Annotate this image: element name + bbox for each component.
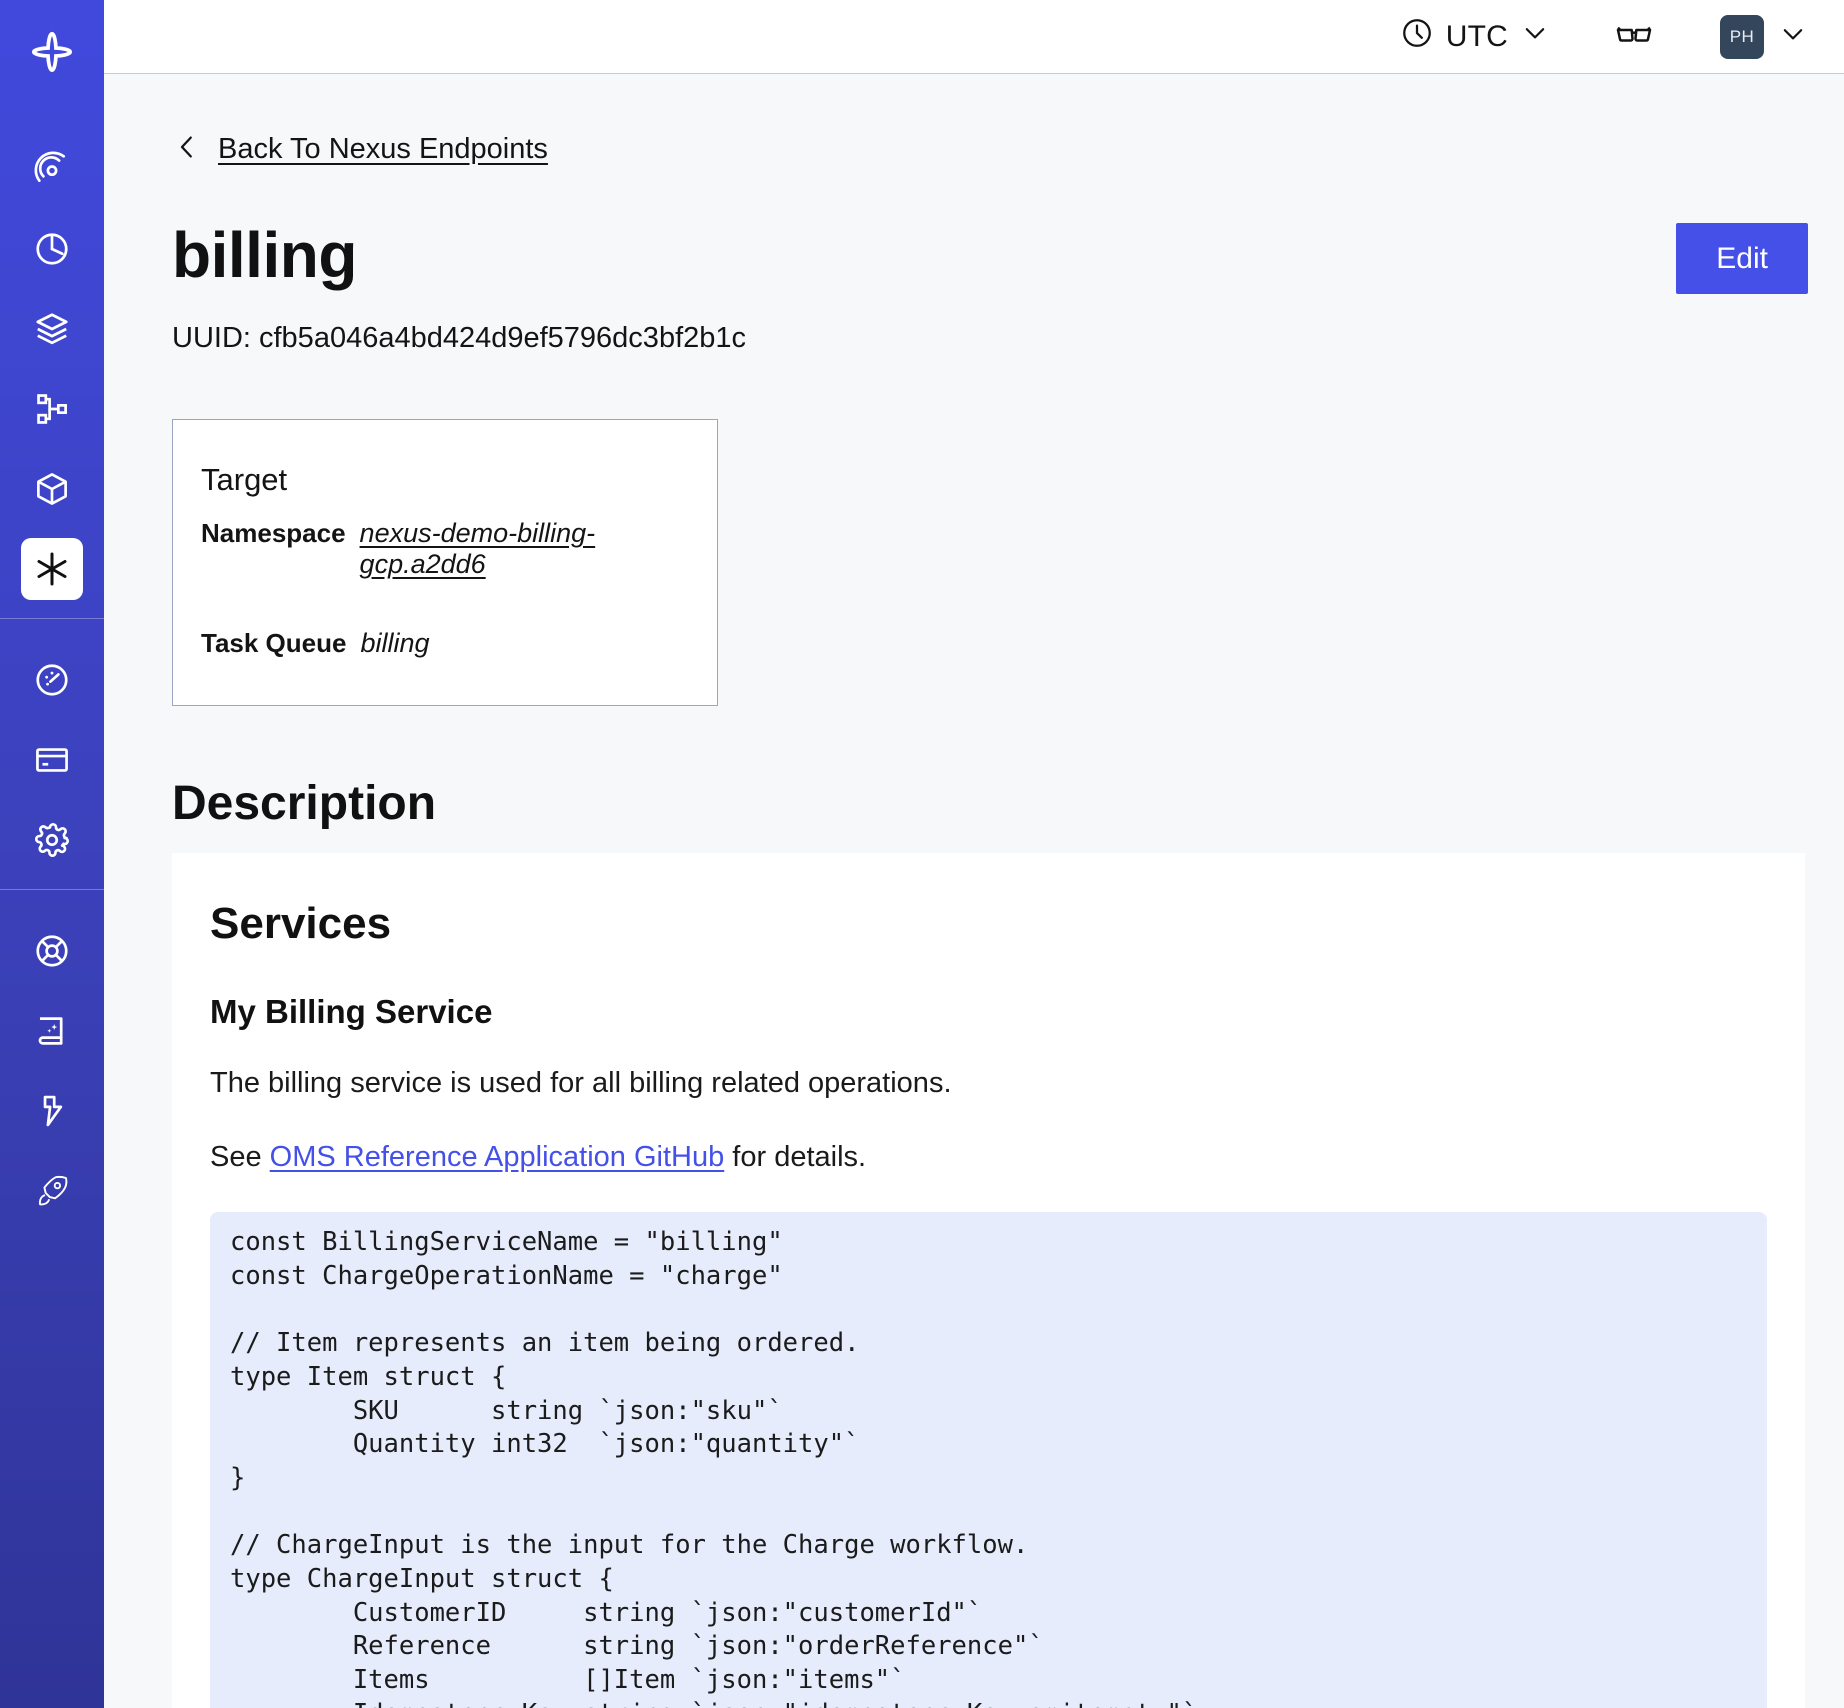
sidebar-group-account	[0, 619, 104, 889]
sidebar-item-schedules[interactable]	[21, 218, 83, 280]
settings-gear-icon	[33, 821, 71, 859]
docs-book-icon	[33, 1012, 71, 1050]
top-bar: UTC	[104, 0, 1844, 74]
rocket-icon	[33, 1172, 71, 1210]
nexus-asterisk-icon	[32, 549, 72, 589]
see-suffix: for details.	[724, 1140, 867, 1173]
sidebar-item-nexus[interactable]	[21, 538, 83, 600]
lifebuoy-icon	[33, 932, 71, 970]
gauge-icon	[33, 661, 71, 699]
see-prefix: See	[210, 1140, 270, 1173]
lightning-bolt-icon	[33, 1092, 71, 1130]
sidebar-divider-1	[0, 618, 104, 619]
sidebar	[0, 0, 104, 1708]
sidebar-item-settings[interactable]	[21, 809, 83, 871]
recent-workflows-icon	[33, 150, 71, 188]
avatar: PH	[1720, 14, 1764, 59]
sidebar-item-docs[interactable]	[21, 1000, 83, 1062]
page-content: Back To Nexus Endpoints billing Edit UUI…	[104, 74, 1844, 1708]
cube-icon	[33, 470, 71, 508]
sidebar-group-primary	[0, 108, 104, 618]
edit-button[interactable]: Edit	[1676, 223, 1808, 294]
target-namespace-row: Namespace nexus-demo-billing-gcp.a2dd6	[201, 518, 717, 580]
sidebar-item-support[interactable]	[21, 920, 83, 982]
temporal-logo-icon	[24, 24, 80, 85]
sidebar-item-usage[interactable]	[21, 649, 83, 711]
target-heading: Target	[201, 462, 288, 497]
sidebar-item-get-started[interactable]	[21, 1160, 83, 1222]
namespace-label: Namespace	[201, 518, 346, 548]
sidebar-divider-2	[0, 889, 104, 890]
sidebar-logo[interactable]	[0, 0, 104, 108]
glasses-icon	[1614, 14, 1654, 59]
page-title: billing	[172, 219, 357, 291]
sidebar-item-billing[interactable]	[21, 729, 83, 791]
my-billing-service-heading: My Billing Service	[210, 993, 493, 1030]
back-link-label: Back To Nexus Endpoints	[218, 133, 548, 165]
schedules-icon	[33, 230, 71, 268]
target-card: Target Namespace nexus-demo-billing-gcp.…	[172, 419, 718, 706]
credit-card-icon	[33, 741, 71, 779]
page-title-row: billing Edit	[172, 223, 1808, 294]
task-queue-label: Task Queue	[201, 628, 347, 658]
task-queues-icon	[33, 310, 71, 348]
reading-mode-button[interactable]	[1614, 14, 1654, 59]
description-paragraph: The billing service is used for all bill…	[210, 1067, 952, 1099]
endpoint-uuid: UUID: cfb5a046a4bd424d9ef5796dc3bf2b1c	[172, 322, 747, 354]
description-see-line: See OMS Reference Application GitHub for…	[210, 1139, 1767, 1177]
description-heading: Description	[172, 777, 437, 830]
sidebar-item-task-queues[interactable]	[21, 378, 83, 440]
sidebar-group-help	[0, 890, 104, 1240]
sitemap-icon	[33, 390, 71, 428]
task-queue-value: billing	[360, 628, 430, 658]
chevron-left-icon	[172, 132, 202, 167]
sidebar-item-deployments[interactable]	[21, 458, 83, 520]
sidebar-item-batch-operations[interactable]	[21, 298, 83, 360]
timezone-selector[interactable]: UTC	[1400, 16, 1550, 58]
code-block: const BillingServiceName = "billing" con…	[210, 1212, 1767, 1708]
oms-reference-application-github-link[interactable]: OMS Reference Application GitHub	[269, 1140, 725, 1173]
back-to-nexus-endpoints-link[interactable]: Back To Nexus Endpoints	[172, 132, 548, 167]
description-panel: Services My Billing Service The billing …	[172, 853, 1805, 1708]
sidebar-item-recent-workflows[interactable]	[21, 138, 83, 200]
services-heading: Services	[210, 899, 392, 948]
user-menu[interactable]: PH	[1720, 14, 1808, 59]
target-task-queue-row: Task Queue billing	[201, 628, 717, 659]
sidebar-item-changes[interactable]	[21, 1080, 83, 1142]
main-column: UTC	[104, 0, 1844, 1708]
chevron-down-icon	[1778, 19, 1808, 54]
namespace-value-link[interactable]: nexus-demo-billing-gcp.a2dd6	[359, 518, 596, 579]
chevron-down-icon	[1520, 18, 1550, 56]
timezone-label: UTC	[1445, 19, 1508, 53]
clock-icon	[1400, 16, 1434, 58]
